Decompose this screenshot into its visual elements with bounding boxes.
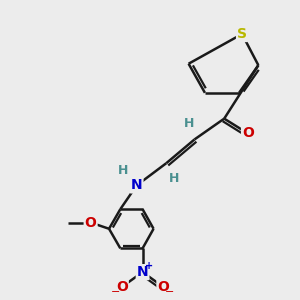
Text: O: O bbox=[158, 280, 169, 294]
Text: −: − bbox=[111, 287, 120, 297]
Text: H: H bbox=[118, 164, 128, 177]
Text: −: − bbox=[165, 287, 175, 297]
Text: O: O bbox=[85, 215, 97, 230]
Text: S: S bbox=[237, 27, 247, 41]
Text: H: H bbox=[183, 117, 194, 130]
Text: O: O bbox=[242, 127, 254, 140]
Text: O: O bbox=[116, 280, 128, 294]
Text: +: + bbox=[145, 261, 153, 271]
Text: N: N bbox=[131, 178, 142, 192]
Text: N: N bbox=[137, 265, 148, 279]
Text: H: H bbox=[169, 172, 179, 184]
